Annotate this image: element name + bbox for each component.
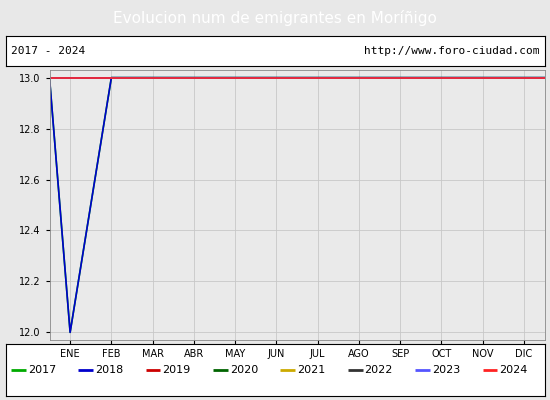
Text: 2022: 2022 [365, 365, 393, 375]
Text: 2017: 2017 [28, 365, 56, 375]
Text: 2021: 2021 [297, 365, 326, 375]
Text: 2024: 2024 [499, 365, 528, 375]
Text: 2020: 2020 [230, 365, 258, 375]
Text: 2019: 2019 [162, 365, 191, 375]
Text: 2017 - 2024: 2017 - 2024 [11, 46, 85, 56]
Text: http://www.foro-ciudad.com: http://www.foro-ciudad.com [364, 46, 539, 56]
Text: 2018: 2018 [95, 365, 123, 375]
Text: Evolucion num de emigrantes en Moríñigo: Evolucion num de emigrantes en Moríñigo [113, 10, 437, 26]
Text: 2023: 2023 [432, 365, 460, 375]
